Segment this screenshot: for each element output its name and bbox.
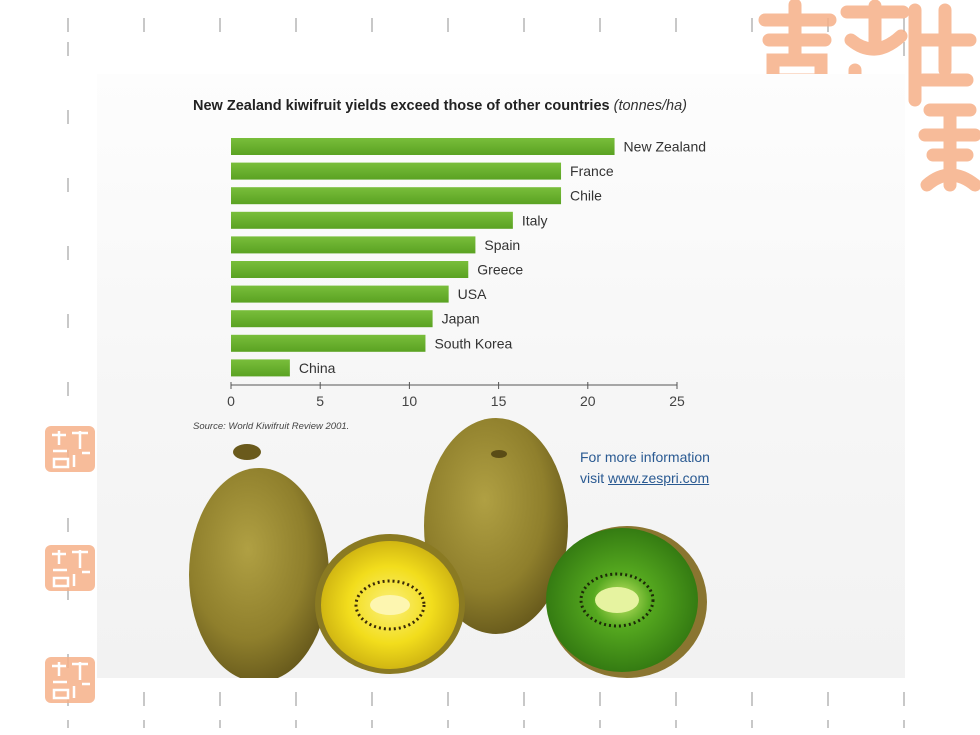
bar-france: [231, 162, 562, 180]
kiwi-photo: [189, 418, 707, 678]
seal-stamp-top-right: [758, 0, 980, 192]
x-tick-label: 15: [491, 393, 507, 409]
x-tick-label: 20: [580, 393, 596, 409]
bar-label-new-zealand: New Zealand: [624, 139, 707, 155]
bar-label-south-korea: South Korea: [434, 335, 512, 351]
bar-label-japan: Japan: [442, 311, 480, 327]
info-line-2: visit www.zespri.com: [580, 468, 710, 489]
x-tick-label: 5: [316, 393, 324, 409]
chart-unit-label: (tonnes/ha): [613, 98, 687, 114]
seal-stamp-small-3: [45, 657, 95, 703]
x-tick-label: 25: [669, 393, 685, 409]
x-tick-label: 0: [227, 393, 235, 409]
bar-chile: [231, 187, 562, 205]
whole-kiwi-left: [189, 444, 329, 678]
chart-title-text: New Zealand kiwifruit yields exceed thos…: [193, 98, 610, 114]
bar-japan: [231, 310, 433, 328]
seal-stamp-small-2: [45, 545, 95, 591]
bar-label-usa: USA: [458, 286, 487, 302]
bar-usa: [231, 285, 449, 303]
info-visit-text: visit: [580, 470, 608, 486]
bar-south-korea: [231, 334, 426, 352]
bar-label-spain: Spain: [484, 237, 520, 253]
seal-stamp-small-1: [45, 426, 95, 472]
gold-kiwi-half: [315, 534, 465, 674]
zespri-link[interactable]: www.zespri.com: [608, 470, 710, 486]
info-block: For more information visit www.zespri.co…: [580, 447, 710, 489]
x-tick-label: 10: [402, 393, 418, 409]
bar-label-france: France: [570, 163, 614, 179]
chart-title: New Zealand kiwifruit yields exceed thos…: [193, 98, 687, 114]
bar-label-chile: Chile: [570, 188, 602, 204]
bar-label-italy: Italy: [522, 212, 548, 228]
chart-card: New Zealand kiwifruit yields exceed thos…: [97, 74, 905, 678]
bar-spain: [231, 236, 476, 254]
green-kiwi-half: [546, 526, 707, 678]
info-line-1: For more information: [580, 449, 710, 465]
bar-new-zealand: [231, 138, 615, 155]
bar-china: [231, 359, 290, 377]
source-note: Source: World Kiwifruit Review 2001.: [193, 421, 350, 432]
bar-label-china: China: [299, 360, 336, 376]
bar-italy: [231, 211, 513, 229]
bar-greece: [231, 261, 469, 278]
bar-label-greece: Greece: [477, 262, 523, 278]
